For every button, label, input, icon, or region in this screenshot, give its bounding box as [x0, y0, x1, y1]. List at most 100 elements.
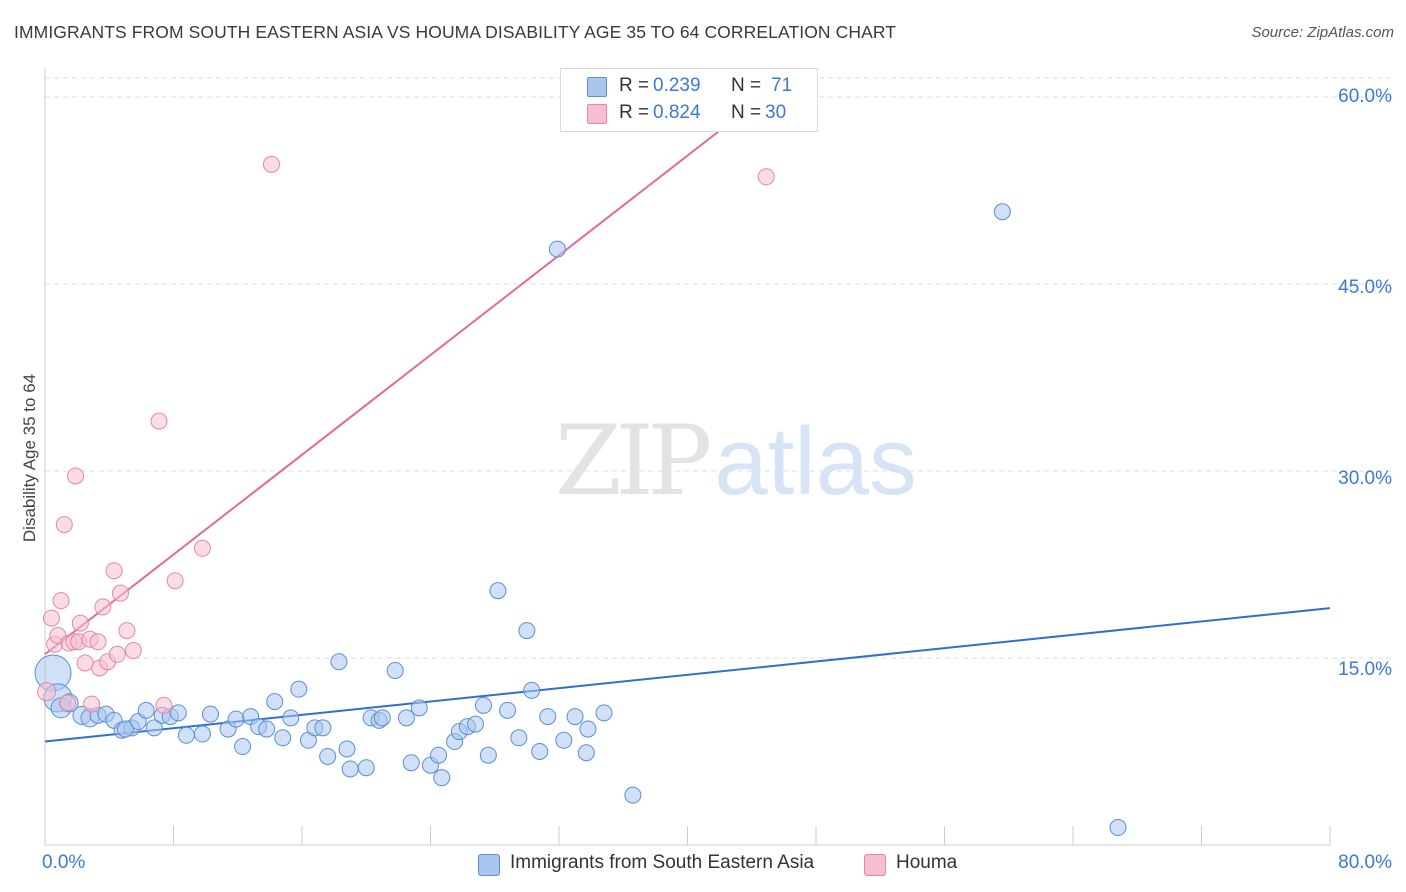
point-immigrants: [145, 719, 163, 737]
y-axis-label: Disability Age 35 to 64: [20, 373, 39, 543]
point-immigrants: [566, 708, 584, 726]
legend-label: Immigrants from South Eastern Asia: [510, 852, 815, 873]
axes: [44, 68, 1331, 846]
point-immigrants: [193, 725, 211, 743]
point-houma: [150, 412, 168, 430]
point-immigrants: [386, 661, 404, 679]
y-tick-label: 60.0%: [1338, 86, 1392, 107]
r-value: 0.239: [653, 75, 701, 96]
blue-swatch: [587, 77, 607, 97]
n-value: 30: [765, 102, 787, 123]
n-label: N =: [731, 75, 762, 96]
point-immigrants: [314, 719, 332, 737]
point-houma: [83, 695, 101, 713]
watermark: ZIPatlas: [555, 405, 917, 517]
point-houma: [94, 598, 112, 616]
point-immigrants: [116, 720, 134, 738]
series-immigrants-points: [34, 203, 1127, 837]
point-immigrants: [357, 759, 375, 777]
grid-lines: [45, 77, 1394, 659]
point-immigrants: [499, 701, 517, 719]
point-houma: [262, 155, 280, 173]
point-immigrants: [579, 720, 597, 738]
x-tick-label: 0.0%: [42, 852, 86, 873]
point-houma: [166, 572, 184, 590]
point-houma: [108, 645, 126, 663]
point-immigrants: [993, 203, 1011, 221]
point-houma: [124, 642, 142, 660]
point-immigrants: [510, 729, 528, 747]
chart-title: IMMIGRANTS FROM SOUTH EASTERN ASIA VS HO…: [14, 22, 897, 42]
y-tick-label: 45.0%: [1338, 277, 1392, 298]
point-immigrants: [410, 699, 428, 717]
point-immigrants: [234, 738, 252, 756]
watermark-atlas: atlas: [714, 408, 917, 515]
point-immigrants: [577, 744, 595, 762]
watermark-zip: ZIP: [555, 405, 712, 517]
point-immigrants: [266, 693, 284, 711]
point-immigrants: [169, 704, 187, 722]
n-label: N =: [731, 102, 762, 123]
pink-swatch: [587, 104, 607, 124]
point-immigrants: [177, 726, 195, 744]
point-immigrants: [555, 731, 573, 749]
point-immigrants: [330, 653, 348, 671]
x-tick-label: 80.0%: [1338, 852, 1392, 873]
point-immigrants: [1109, 819, 1127, 837]
point-houma: [757, 168, 775, 186]
point-immigrants: [489, 582, 507, 600]
point-houma: [105, 562, 123, 580]
point-houma: [67, 467, 85, 485]
point-houma: [52, 592, 70, 610]
point-immigrants: [258, 720, 276, 738]
point-immigrants: [518, 622, 536, 640]
point-immigrants: [227, 710, 245, 728]
point-houma: [155, 696, 173, 714]
series-legend: Immigrants from South Eastern Asia Houma: [0, 852, 1406, 878]
point-immigrants: [373, 709, 391, 727]
r-label: R =: [619, 75, 650, 96]
point-immigrants: [290, 680, 308, 698]
point-immigrants: [341, 760, 359, 778]
point-immigrants: [274, 729, 292, 747]
point-immigrants: [531, 743, 549, 760]
pink-swatch: [864, 854, 886, 876]
y-tick-label: 30.0%: [1338, 468, 1392, 489]
stats-legend: R = 0.239 N = 71 R = 0.824 N = 30: [560, 68, 818, 132]
point-houma: [71, 614, 89, 632]
point-houma: [76, 654, 94, 672]
blue-swatch: [478, 854, 500, 876]
point-immigrants: [475, 696, 493, 714]
data-points: [34, 155, 1127, 837]
point-immigrants: [433, 769, 451, 787]
r-label: R =: [619, 102, 650, 123]
point-houma: [111, 584, 129, 602]
n-value: 71: [771, 75, 793, 96]
point-immigrants: [479, 746, 497, 764]
point-immigrants: [466, 715, 484, 733]
r-value: 0.824: [653, 102, 701, 123]
point-houma: [42, 609, 60, 627]
point-houma: [193, 539, 211, 557]
point-immigrants: [539, 708, 557, 726]
point-immigrants: [397, 709, 415, 727]
point-immigrants: [548, 240, 566, 258]
source-label: Source: ZipAtlas.com: [1251, 24, 1394, 41]
point-houma: [37, 682, 57, 702]
series-houma-points: [37, 155, 775, 714]
point-houma: [55, 516, 73, 534]
legend-label: Houma: [896, 852, 958, 873]
point-houma: [58, 694, 76, 712]
point-houma: [89, 633, 107, 651]
point-immigrants: [430, 746, 448, 764]
y-tick-label: 15.0%: [1338, 659, 1392, 680]
point-immigrants: [338, 740, 356, 758]
point-immigrants: [595, 704, 613, 722]
trend-line-houma: [44, 93, 767, 656]
point-immigrants: [201, 705, 219, 723]
point-immigrants: [523, 681, 541, 699]
point-immigrants: [319, 747, 337, 765]
point-immigrants: [402, 754, 420, 772]
point-houma: [118, 622, 136, 640]
